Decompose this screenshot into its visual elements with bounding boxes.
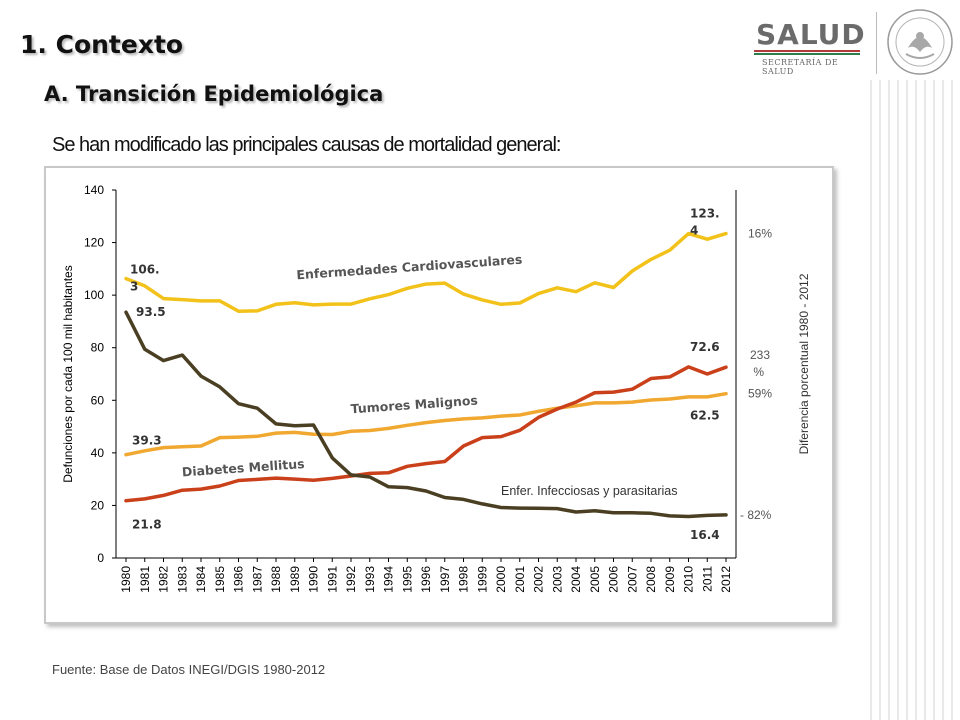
y-axis-label: Defunciones por cada 100 mil habitantes (61, 265, 75, 482)
x-tick-label: 1988 (269, 566, 283, 593)
x-tick-label: 1984 (194, 566, 208, 593)
x-tick-label: 1989 (288, 566, 302, 593)
x-tick-label: 2009 (663, 566, 677, 593)
x-tick-label: 1999 (475, 566, 489, 593)
cardio-series-name: Enfermedades Cardiovasculares (296, 252, 523, 283)
series-line-2 (124, 365, 728, 503)
salud-logo: SALUD SECRETARÍA DE SALUD (748, 10, 866, 76)
x-tick-label: 2004 (569, 566, 583, 593)
salud-logo-subtitle: SECRETARÍA DE SALUD (762, 58, 839, 76)
diabetes-series-name: Diabetes Mellitus (181, 456, 305, 480)
y-tick-label: 60 (91, 393, 105, 407)
y-tick-label: 20 (91, 498, 105, 512)
x-tick-label: 2007 (625, 566, 639, 593)
x-tick-label: 2000 (494, 566, 508, 593)
x-tick-label: 2002 (532, 566, 546, 593)
infecciosas-series-name: Enfer. Infecciosas y parasitarias (501, 484, 677, 498)
decorative-stripes (870, 80, 960, 720)
y-tick-label: 80 (91, 341, 105, 355)
x-tick-label: 1998 (457, 566, 471, 593)
x-tick-label: 1987 (250, 566, 264, 593)
logo-rule-red (754, 50, 860, 52)
logo-divider (876, 12, 877, 74)
x-tick-label: 1981 (138, 566, 152, 593)
cardio-pct-change: 16% (748, 227, 772, 241)
x-tick-label: 1996 (419, 566, 433, 593)
x-tick-label: 2003 (550, 566, 564, 593)
y-tick-label: 0 (97, 551, 104, 565)
diabetes-end-label: 72.6 (690, 340, 720, 354)
cardio-end-label: 123. 4 (690, 207, 720, 238)
infecciosas-pct-change: - 82% (740, 508, 772, 522)
x-tick-label: 2010 (682, 566, 696, 593)
x-tick-label: 1991 (325, 566, 339, 593)
tumores-end-label: 62.5 (690, 409, 720, 423)
tumores-pct-change: 59% (748, 387, 772, 401)
y-tick-label: 40 (91, 446, 105, 460)
salud-logo-word: SALUD (756, 18, 866, 51)
x-tick-label: 2006 (607, 566, 621, 593)
x-tick-label: 2011 (700, 566, 714, 592)
source-note: Fuente: Base de Datos INEGI/DGIS 1980-20… (52, 662, 326, 677)
tumores-start-label: 39.3 (132, 434, 162, 448)
x-tick-label: 2005 (588, 566, 602, 593)
x-tick-label: 1982 (157, 566, 171, 593)
x-tick-label: 1980 (119, 566, 133, 593)
y-tick-label: 100 (84, 288, 104, 302)
logo-rule-green (754, 53, 860, 55)
diabetes-pct-change: 233 % (750, 348, 770, 379)
x-tick-label: 1992 (344, 566, 358, 593)
mortality-line-chart: 0 20 40 60 80 100 120 140 1980 1981 1982 1983 1984 19… (61, 183, 811, 593)
series-line-0 (124, 231, 728, 313)
mexico-seal-icon (887, 9, 953, 75)
x-tick-label: 2001 (513, 566, 527, 593)
x-tick-label: 1986 (232, 566, 246, 593)
slide-intro-text: Se han modificado las principales causas… (52, 134, 561, 156)
series-line-3 (124, 310, 728, 519)
x-tick-label: 2008 (644, 566, 658, 593)
x-tick-label: 2012 (719, 566, 733, 593)
y-tick-label: 120 (84, 236, 104, 250)
y-tick-label: 140 (84, 183, 104, 197)
slide-subtitle: A. Transición Epidemiológica (44, 82, 384, 106)
tumores-series-name: Tumores Malignos (350, 393, 478, 417)
x-tick-label: 1990 (307, 566, 321, 593)
series-line-1 (124, 391, 728, 457)
x-tick-label: 1983 (175, 566, 189, 593)
x-tick-label: 1994 (382, 566, 396, 593)
cardio-start-label: 106. 3 (130, 263, 160, 294)
x-tick-label: 1995 (400, 566, 414, 593)
infecciosas-end-label: 16.4 (690, 528, 720, 542)
x-tick-label: 1997 (438, 566, 452, 593)
x-tick-label: 1985 (213, 566, 227, 593)
infecciosas-start-label: 93.5 (136, 305, 166, 319)
chart-panel: 0 20 40 60 80 100 120 140 1980 1981 1982 1983 1984 19… (44, 166, 834, 624)
x-tick-label: 1993 (363, 566, 377, 593)
diabetes-start-label: 21.8 (132, 518, 162, 532)
y2-axis-label: Diferencia porcentual 1980 - 2012 (797, 273, 811, 454)
slide-title: 1. Contexto (20, 30, 184, 59)
